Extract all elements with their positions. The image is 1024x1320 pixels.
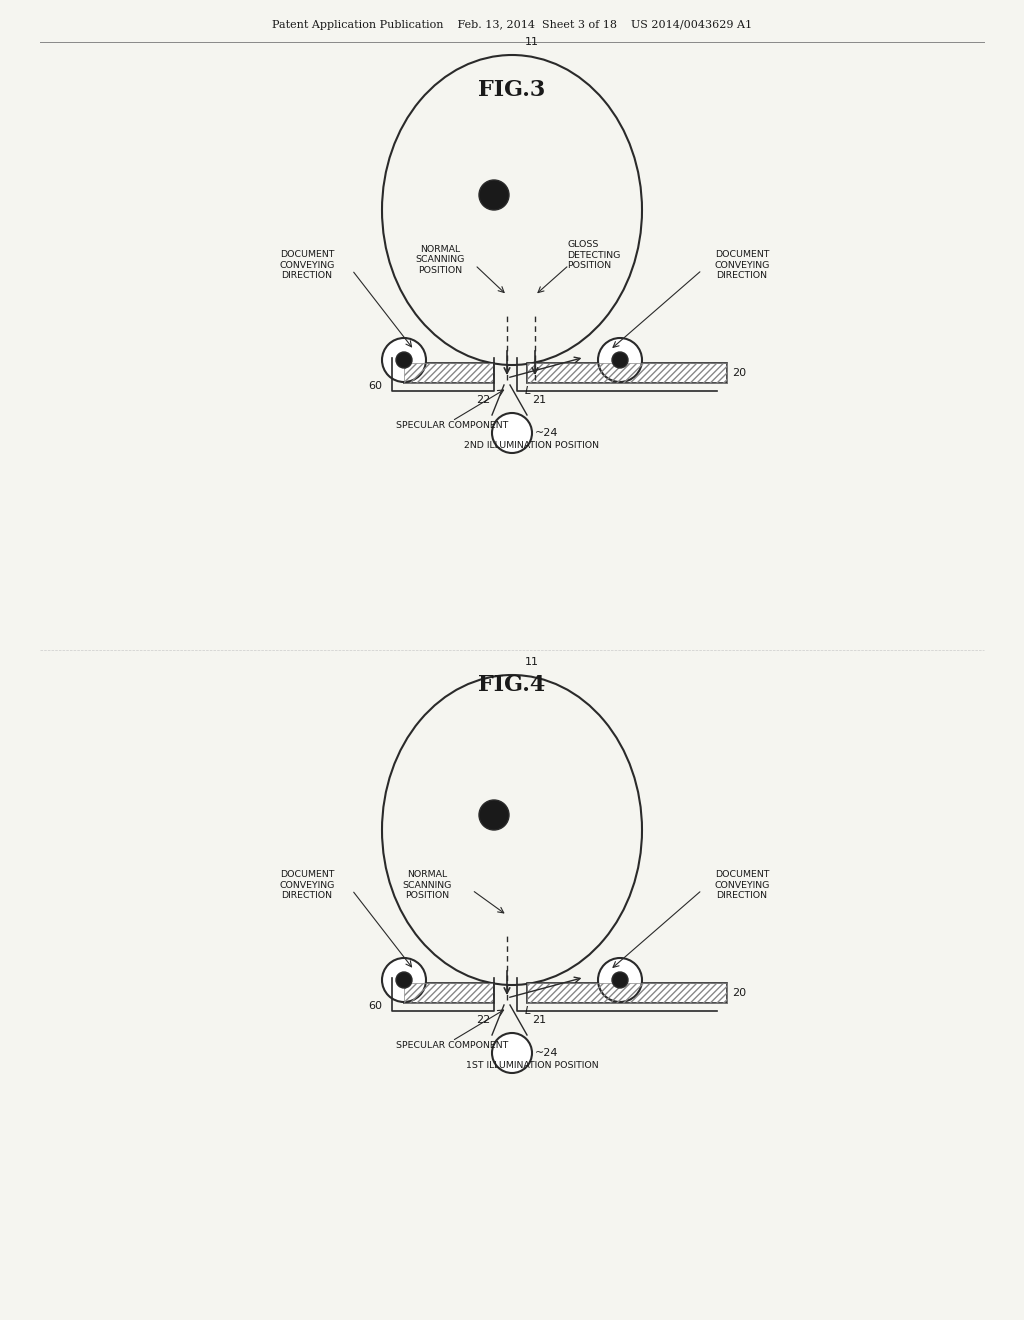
Text: 20: 20 bbox=[732, 368, 746, 378]
Circle shape bbox=[382, 338, 426, 381]
Text: FIG.4: FIG.4 bbox=[478, 675, 546, 696]
Circle shape bbox=[492, 413, 532, 453]
FancyBboxPatch shape bbox=[527, 363, 727, 383]
Circle shape bbox=[396, 352, 412, 368]
Text: ~24: ~24 bbox=[535, 428, 558, 438]
Text: DOCUMENT
CONVEYING
DIRECTION: DOCUMENT CONVEYING DIRECTION bbox=[280, 249, 335, 280]
Text: 11: 11 bbox=[525, 37, 539, 48]
Circle shape bbox=[382, 958, 426, 1002]
Circle shape bbox=[612, 972, 628, 987]
FancyBboxPatch shape bbox=[527, 983, 727, 1003]
Text: 11: 11 bbox=[525, 657, 539, 667]
Text: 21: 21 bbox=[532, 395, 546, 405]
Text: 60: 60 bbox=[368, 1001, 382, 1011]
Text: 22: 22 bbox=[476, 1015, 490, 1026]
Circle shape bbox=[492, 1034, 532, 1073]
Circle shape bbox=[598, 338, 642, 381]
Text: DOCUMENT
CONVEYING
DIRECTION: DOCUMENT CONVEYING DIRECTION bbox=[715, 870, 770, 900]
Circle shape bbox=[479, 800, 509, 830]
Text: DOCUMENT
CONVEYING
DIRECTION: DOCUMENT CONVEYING DIRECTION bbox=[280, 870, 335, 900]
Circle shape bbox=[396, 972, 412, 987]
Text: 60: 60 bbox=[368, 381, 382, 391]
Text: NORMAL
SCANNING
POSITION: NORMAL SCANNING POSITION bbox=[416, 246, 465, 275]
Text: GLOSS
DETECTING
POSITION: GLOSS DETECTING POSITION bbox=[567, 240, 621, 269]
Text: 21: 21 bbox=[532, 1015, 546, 1026]
Text: FIG.3: FIG.3 bbox=[478, 79, 546, 102]
Text: DOCUMENT
CONVEYING
DIRECTION: DOCUMENT CONVEYING DIRECTION bbox=[715, 249, 770, 280]
Circle shape bbox=[598, 958, 642, 1002]
Text: 1ST ILLUMINATION POSITION: 1ST ILLUMINATION POSITION bbox=[466, 1061, 598, 1071]
Text: 2ND ILLUMINATION POSITION: 2ND ILLUMINATION POSITION bbox=[465, 441, 599, 450]
Text: NORMAL
SCANNING
POSITION: NORMAL SCANNING POSITION bbox=[402, 870, 452, 900]
Text: SPECULAR COMPONENT: SPECULAR COMPONENT bbox=[396, 1041, 508, 1049]
Circle shape bbox=[479, 180, 509, 210]
Text: L: L bbox=[525, 385, 531, 396]
Text: ~24: ~24 bbox=[535, 1048, 558, 1059]
Circle shape bbox=[612, 352, 628, 368]
Text: 20: 20 bbox=[732, 987, 746, 998]
Text: Patent Application Publication    Feb. 13, 2014  Sheet 3 of 18    US 2014/004362: Patent Application Publication Feb. 13, … bbox=[272, 20, 752, 30]
Text: SPECULAR COMPONENT: SPECULAR COMPONENT bbox=[396, 421, 508, 430]
FancyBboxPatch shape bbox=[404, 983, 494, 1003]
FancyBboxPatch shape bbox=[404, 363, 494, 383]
Text: 22: 22 bbox=[476, 395, 490, 405]
Text: L: L bbox=[525, 1006, 531, 1016]
